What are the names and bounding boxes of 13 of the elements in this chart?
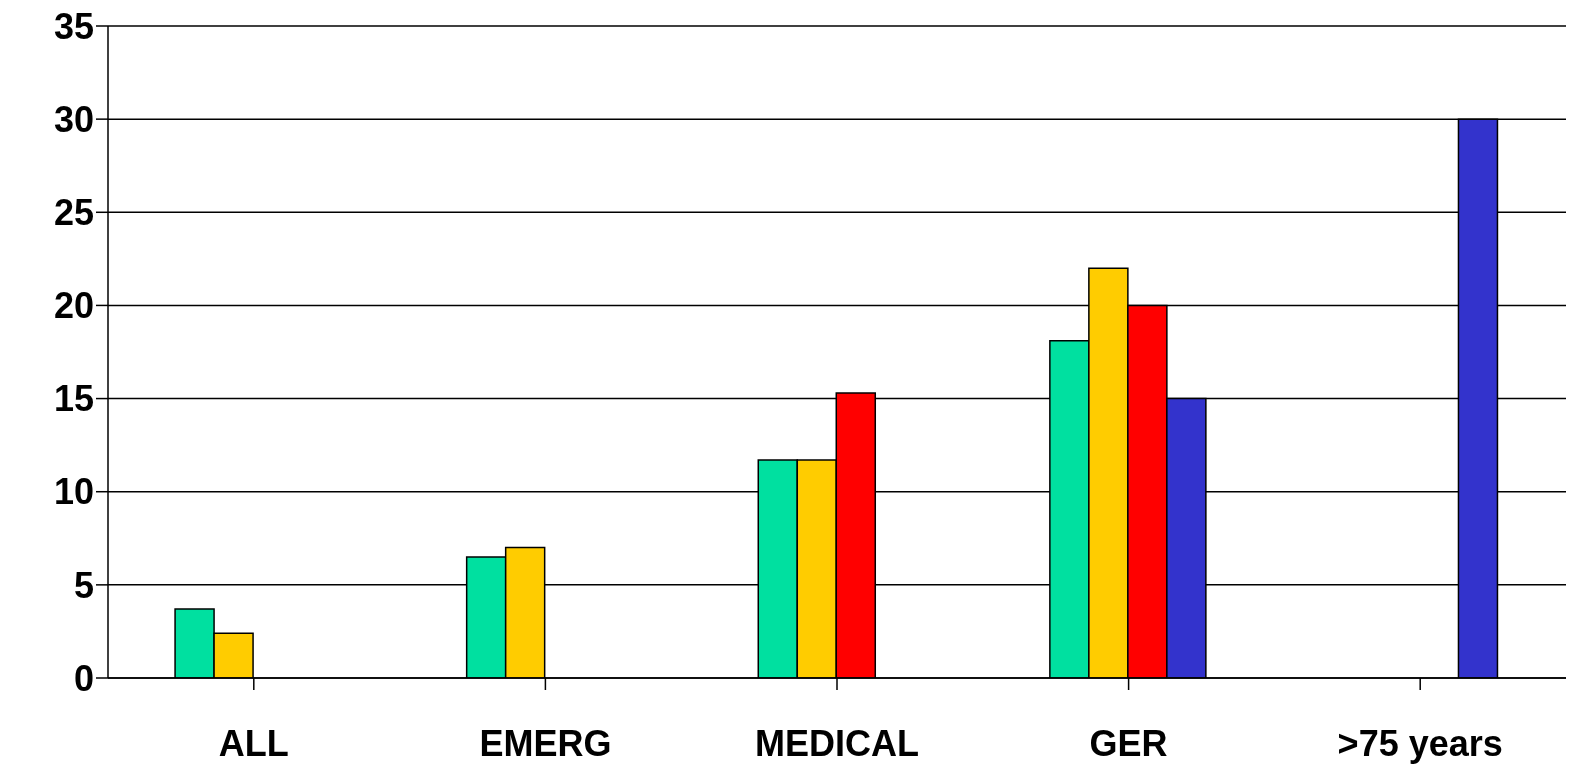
y-tick-label: 35 (53, 5, 94, 47)
y-tick-label: 30 (53, 98, 94, 140)
x-tick-label: EMERG (479, 722, 612, 764)
x-tick-label: >75 years (1337, 722, 1503, 764)
x-tick-label: MEDICAL (755, 722, 919, 764)
x-tick-label: GER (1089, 722, 1168, 764)
y-tick-label: 20 (53, 285, 94, 327)
y-tick-label: 5 (73, 564, 94, 606)
y-tick-label: 15 (53, 378, 94, 420)
x-tick-label: ALL (218, 722, 289, 764)
y-tick-label: 10 (53, 471, 94, 513)
y-tick-label: 25 (53, 192, 94, 234)
y-tick-label: 0 (73, 657, 94, 699)
